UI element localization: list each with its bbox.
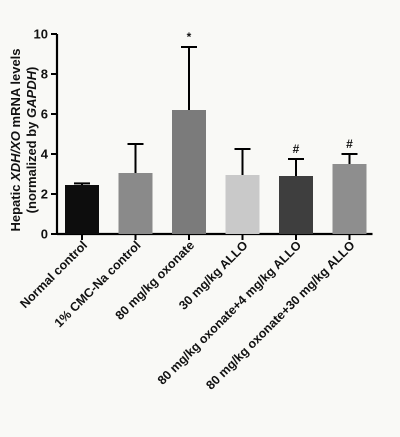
y-axis-label-line2-suffix: ) [24,67,39,71]
y-tick-label: 10 [34,27,48,42]
bar [332,164,367,234]
y-tick-label: 2 [41,187,48,202]
y-axis-label-line1-prefix: Hepatic [8,181,23,232]
y-tick-label: 0 [41,227,48,242]
y-axis-label-line1-suffix: mRNA levels [8,48,23,131]
bar [225,175,260,234]
y-tick-label: 8 [41,67,48,82]
y-axis-label-line1: Hepatic XDH/XO mRNA levels [8,48,23,231]
significance-marker: # [293,142,300,156]
y-tick-label: 4 [41,147,49,162]
y-axis-label-line1-gene: XDH/XO [8,131,23,182]
significance-marker: # [346,137,353,151]
y-tick-label: 6 [41,107,48,122]
bar [279,176,313,234]
bar [172,110,206,234]
y-axis-label-line2: (normalized by GAPDH) [24,67,39,214]
bar [65,185,99,234]
significance-marker: * [187,30,192,44]
y-axis-label-line2-gene: GAPDH [24,70,39,118]
bar [118,173,153,234]
y-axis-label-line2-prefix: (normalized by [24,118,39,213]
